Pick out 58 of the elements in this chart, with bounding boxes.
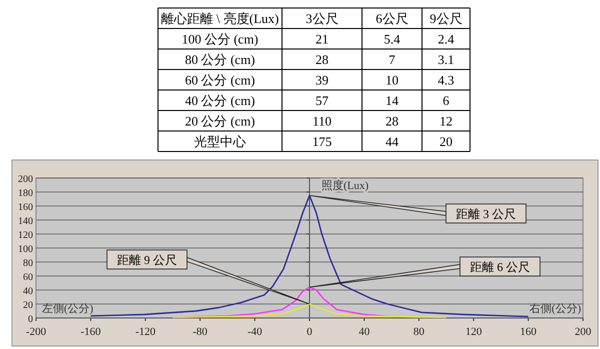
y-tick-label: 120	[18, 230, 33, 241]
y-axis-title: 照度(Lux)	[322, 179, 369, 192]
x-tick-label: 160	[520, 326, 538, 338]
data-label: 6	[442, 92, 450, 108]
annotation: 左側(公分)	[42, 303, 94, 315]
x-tick-label: -120	[135, 326, 156, 338]
line-series	[90, 194, 529, 318]
y-tick-label: 180	[18, 188, 33, 199]
annotation: 右側(公分)	[530, 303, 582, 315]
y-tick-label: 0	[28, 314, 33, 325]
data-label: 4.3	[438, 72, 454, 88]
x-tick-label: -200	[26, 326, 47, 338]
text: 距離 3 公尺	[456, 207, 516, 221]
data-label: 28	[316, 52, 328, 67]
text: 6公尺	[376, 10, 408, 26]
y-tick-label: 80	[23, 258, 33, 269]
data-label: 5.4	[384, 31, 401, 46]
y-tick-label: 140	[18, 216, 33, 227]
data-label: 10	[386, 72, 398, 88]
x-tick-label: 0	[306, 326, 313, 338]
y-tick-label: 160	[18, 202, 33, 213]
data-label: 175	[312, 134, 332, 149]
text: 3公尺	[306, 10, 338, 26]
x-tick-label: -80	[192, 326, 208, 338]
category-label: 20 公分 (cm)	[184, 113, 256, 128]
text: 距離 9 公尺	[117, 253, 177, 267]
text: 9公尺	[430, 10, 462, 26]
y-tick-label: 200	[18, 174, 33, 185]
y-tick-label: 60	[23, 272, 33, 283]
line-series	[172, 303, 447, 318]
data-label: 12	[440, 113, 452, 128]
x-tick-label: 80	[413, 326, 425, 338]
category-label: 100 公分 (cm)	[182, 31, 258, 46]
data-label: 2.4	[438, 31, 455, 46]
data-label: 110	[312, 113, 332, 128]
category-label: 80 公分 (cm)	[184, 52, 256, 67]
data-label: 14	[386, 92, 399, 108]
data-label: 57	[316, 92, 329, 108]
category-label: 40 公分 (cm)	[184, 92, 256, 108]
x-tick-label: 40	[358, 326, 370, 338]
y-tick-label: 100	[18, 244, 33, 255]
x-tick-label: -160	[80, 326, 102, 338]
data-label: 21	[316, 31, 328, 46]
category-label: 60 公分 (cm)	[184, 72, 256, 88]
x-tick-label: 200	[574, 326, 592, 338]
x-tick-label: 120	[465, 326, 482, 338]
x-tick-label: -40	[247, 326, 263, 338]
text: 距離 6 公尺	[470, 260, 530, 274]
data-label: 7	[388, 52, 396, 67]
data-label: 39	[316, 72, 328, 88]
category-label: 光型中心	[194, 134, 246, 149]
y-tick-label: 20	[23, 300, 33, 311]
data-label: 44	[386, 134, 399, 149]
data-label: 28	[386, 113, 398, 128]
data-label: 20	[440, 134, 452, 149]
text: 離心距離 \ 亮度(Lux)	[161, 10, 279, 26]
data-label: 3.1	[438, 52, 454, 67]
y-tick-label: 40	[23, 286, 33, 297]
